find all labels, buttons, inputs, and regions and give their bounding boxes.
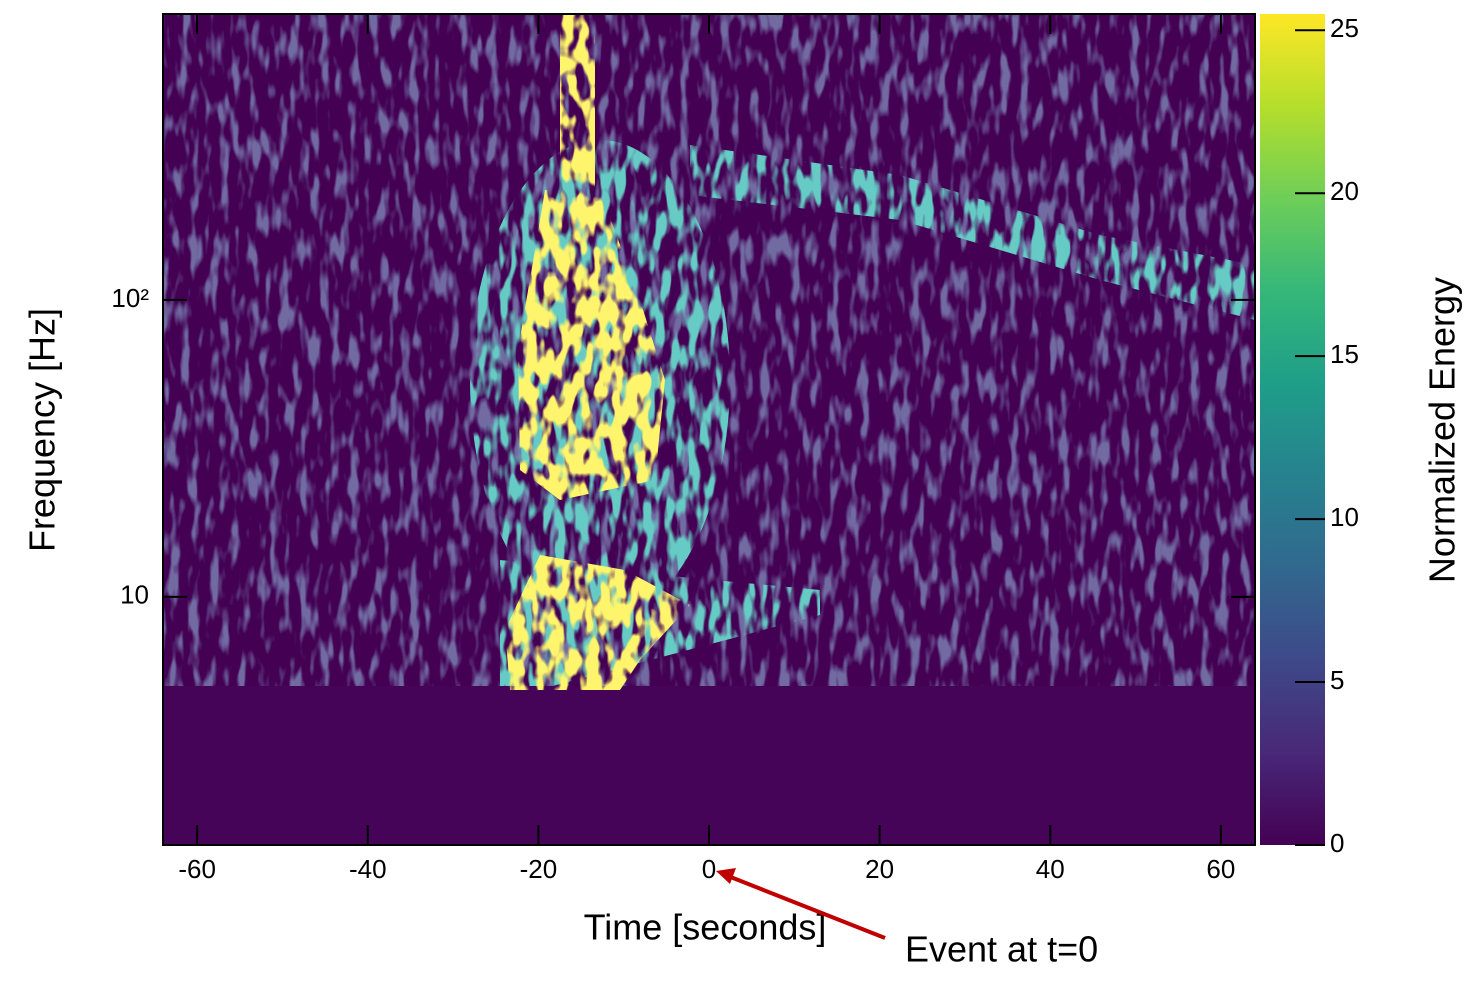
x-tick-label: -60 [178,854,216,884]
annotation-arrow [716,868,886,940]
colorbar-label: Normalized Energy [1422,277,1463,583]
x-axis-label: Time [seconds] [584,907,827,948]
y-tick-label: 10 [120,580,149,610]
x-tick-label: -40 [349,854,387,884]
colorbar-tick-label: 10 [1330,502,1359,532]
spectrogram [163,14,1255,845]
y-tick-label: 10² [111,283,149,313]
x-tick-label: 60 [1206,854,1235,884]
x-tick-label: -20 [520,854,558,884]
x-tick-label: 0 [702,854,716,884]
colorbar-tick-label: 25 [1330,13,1359,43]
colorbar-tick-label: 15 [1330,339,1359,369]
colorbar-tick-label: 20 [1330,176,1359,206]
y-axis-label: Frequency [Hz] [22,308,63,552]
colorbar-tick-label: 5 [1330,665,1344,695]
annotation: Event at t=0 [905,929,1098,970]
x-tick-label: 40 [1036,854,1065,884]
colorbar [1260,14,1325,845]
colorbar-tick-label: 0 [1330,828,1344,858]
x-tick-label: 20 [865,854,894,884]
